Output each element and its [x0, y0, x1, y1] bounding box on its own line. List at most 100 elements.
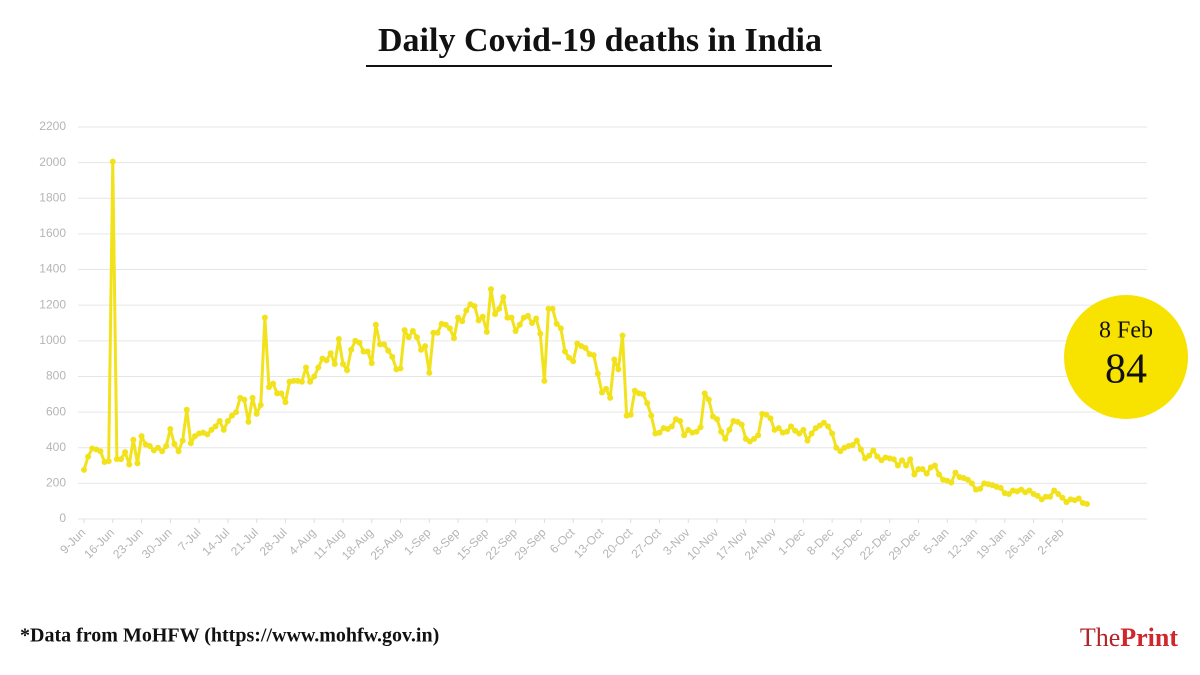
source-note: *Data from MoHFW (https://www.mohfw.gov.…: [20, 625, 439, 647]
data-point: [212, 423, 219, 430]
data-point: [899, 457, 906, 464]
data-point: [903, 462, 910, 469]
data-point: [85, 453, 92, 460]
data-point: [302, 364, 309, 371]
data-point: [907, 456, 914, 463]
data-point: [915, 466, 922, 473]
data-point: [833, 444, 840, 451]
data-point: [134, 460, 141, 467]
data-point: [426, 369, 433, 376]
annotation-circle: [1064, 295, 1188, 419]
data-point: [1026, 487, 1033, 494]
data-point: [372, 321, 379, 328]
data-point: [167, 426, 174, 433]
data-point: [722, 435, 729, 442]
x-tick-label: 17-Nov: [713, 525, 750, 562]
x-tick-label: 28-Jul: [257, 525, 290, 558]
data-point: [459, 318, 466, 325]
data-point: [640, 391, 647, 398]
data-point: [1005, 491, 1012, 498]
logo-the: The: [1080, 623, 1120, 652]
data-point: [418, 346, 425, 353]
data-point: [154, 444, 161, 451]
data-point: [890, 456, 897, 463]
data-point: [117, 456, 124, 463]
data-point: [598, 389, 605, 396]
data-point: [327, 350, 334, 357]
x-tick-label: 30-Jun: [139, 525, 175, 561]
data-point: [364, 348, 371, 355]
data-point: [611, 356, 618, 363]
data-point: [808, 430, 815, 437]
data-point: [829, 430, 836, 437]
data-point: [261, 314, 268, 321]
x-tick-label: 23-Jun: [110, 525, 146, 561]
data-point: [496, 305, 503, 312]
data-point: [323, 357, 330, 364]
data-point: [1047, 493, 1054, 500]
x-tick-label: 27-Oct: [628, 525, 664, 561]
logo-print: Print: [1120, 623, 1178, 652]
data-point: [290, 377, 297, 384]
data-point: [430, 329, 437, 336]
data-point: [936, 471, 943, 478]
data-point: [187, 440, 194, 447]
data-point: [175, 448, 182, 455]
data-point: [278, 390, 285, 397]
y-tick-label: 2200: [39, 119, 66, 133]
data-point: [783, 428, 790, 435]
data-point: [738, 421, 745, 428]
x-tick-label: 19-Jan: [973, 525, 1009, 561]
data-point: [714, 416, 721, 423]
x-tick-label: 1-Sep: [401, 525, 434, 558]
data-point: [561, 348, 568, 355]
y-tick-label: 400: [46, 440, 66, 454]
data-point: [442, 321, 449, 328]
y-tick-label: 1000: [39, 333, 66, 347]
data-point: [282, 399, 289, 406]
data-point: [549, 305, 556, 312]
data-point: [644, 400, 651, 407]
x-tick-label: 25-Aug: [368, 525, 405, 562]
data-point: [253, 410, 260, 417]
data-point: [911, 471, 918, 478]
data-point: [344, 367, 351, 374]
data-point: [557, 325, 564, 332]
data-point: [866, 452, 873, 459]
data-point: [718, 428, 725, 435]
data-point: [122, 449, 129, 456]
data-point: [455, 314, 462, 321]
data-point: [298, 378, 305, 385]
data-point: [109, 158, 116, 165]
data-point: [607, 394, 614, 401]
data-point: [492, 311, 499, 318]
data-point: [241, 396, 248, 403]
data-point: [471, 303, 478, 310]
data-point: [113, 456, 120, 463]
x-tick-label: 21-Jul: [228, 525, 261, 558]
data-point: [693, 428, 700, 435]
x-tick-label: 22-Dec: [857, 525, 894, 562]
data-point: [524, 312, 531, 319]
data-point: [755, 432, 762, 439]
data-point: [385, 347, 392, 354]
x-tick-label: 29-Dec: [886, 525, 923, 562]
data-point: [1051, 487, 1058, 494]
data-point: [681, 432, 688, 439]
data-point: [146, 442, 153, 449]
x-tick-label: 20-Oct: [600, 525, 636, 561]
data-point: [570, 358, 577, 365]
data-point: [767, 415, 774, 422]
data-point: [948, 479, 955, 486]
data-point: [270, 380, 277, 387]
data-point: [677, 418, 684, 424]
data-point: [257, 401, 264, 408]
data-point: [529, 320, 536, 326]
data-point: [138, 433, 145, 440]
data-point: [311, 373, 318, 380]
data-point: [409, 328, 416, 335]
data-point: [697, 424, 704, 431]
data-point: [335, 336, 342, 343]
data-point: [245, 418, 252, 425]
